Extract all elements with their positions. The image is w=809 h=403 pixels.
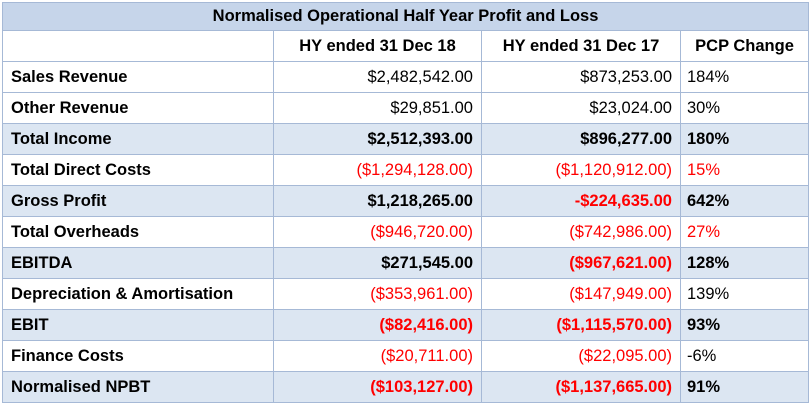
row-label: Total Direct Costs	[2, 154, 274, 186]
value-hy18: $2,512,393.00	[273, 123, 482, 155]
row-label: EBIT	[2, 309, 274, 341]
value-hy18: ($20,711.00)	[273, 340, 482, 372]
value-hy17: ($1,120,912.00)	[481, 154, 681, 186]
value-pcp: -6%	[679, 340, 809, 372]
value-hy18: ($946,720.00)	[273, 216, 482, 248]
value-hy17: $896,277.00	[481, 123, 681, 155]
column-header-hy18: HY ended 31 Dec 18	[273, 30, 482, 62]
value-hy18: $1,218,265.00	[273, 185, 482, 217]
column-header-label	[2, 30, 274, 62]
value-hy17: ($147,949.00)	[481, 278, 681, 310]
value-hy17: ($742,986.00)	[481, 216, 681, 248]
value-hy17: -$224,635.00	[481, 185, 681, 217]
value-hy17: ($22,095.00)	[481, 340, 681, 372]
row-label: Finance Costs	[2, 340, 274, 372]
table-row-finance-costs: Finance Costs ($20,711.00) ($22,095.00) …	[2, 340, 809, 372]
table-row-total-overheads: Total Overheads ($946,720.00) ($742,986.…	[2, 216, 809, 248]
table-row-total-income: Total Income $2,512,393.00 $896,277.00 1…	[2, 123, 809, 155]
value-hy17: $23,024.00	[481, 92, 681, 124]
value-pcp: 180%	[679, 123, 809, 155]
row-label: Normalised NPBT	[2, 371, 274, 403]
row-label: Other Revenue	[2, 92, 274, 124]
table-row-ebitda: EBITDA $271,545.00 ($967,621.00) 128%	[2, 247, 809, 279]
table-row-other-revenue: Other Revenue $29,851.00 $23,024.00 30%	[2, 92, 809, 124]
column-header-hy17: HY ended 31 Dec 17	[481, 30, 681, 62]
table-title-row: Normalised Operational Half Year Profit …	[1, 2, 809, 31]
table-row-depreciation-amortisation: Depreciation & Amortisation ($353,961.00…	[2, 278, 809, 310]
value-hy17: ($1,115,570.00)	[481, 309, 681, 341]
value-hy18: ($103,127.00)	[273, 371, 482, 403]
column-header-pcp: PCP Change	[679, 30, 809, 62]
value-hy17: ($967,621.00)	[481, 247, 681, 279]
row-label: Depreciation & Amortisation	[2, 278, 274, 310]
value-hy18: ($82,416.00)	[273, 309, 482, 341]
row-label: Gross Profit	[2, 185, 274, 217]
value-pcp: 93%	[679, 309, 809, 341]
value-pcp: 128%	[679, 247, 809, 279]
value-pcp: 91%	[679, 371, 809, 403]
value-hy17: $873,253.00	[481, 61, 681, 93]
value-hy18: ($353,961.00)	[273, 278, 482, 310]
row-label: Total Income	[2, 123, 274, 155]
value-pcp: 27%	[679, 216, 809, 248]
column-header-row: HY ended 31 Dec 18 HY ended 31 Dec 17 PC…	[2, 30, 809, 62]
row-label: Total Overheads	[2, 216, 274, 248]
value-hy18: $2,482,542.00	[273, 61, 482, 93]
value-hy18: $29,851.00	[273, 92, 482, 124]
row-label: EBITDA	[2, 247, 274, 279]
value-pcp: 184%	[679, 61, 809, 93]
row-label: Sales Revenue	[2, 61, 274, 93]
table-row-sales-revenue: Sales Revenue $2,482,542.00 $873,253.00 …	[2, 61, 809, 93]
value-hy18: ($1,294,128.00)	[273, 154, 482, 186]
table-row-normalised-npbt: Normalised NPBT ($103,127.00) ($1,137,66…	[2, 371, 809, 403]
table-row-gross-profit: Gross Profit $1,218,265.00 -$224,635.00 …	[2, 185, 809, 217]
value-pcp: 642%	[679, 185, 809, 217]
value-pcp: 139%	[679, 278, 809, 310]
table-row-ebit: EBIT ($82,416.00) ($1,115,570.00) 93%	[2, 309, 809, 341]
value-pcp: 30%	[679, 92, 809, 124]
table-title: Normalised Operational Half Year Profit …	[1, 2, 809, 31]
value-pcp: 15%	[679, 154, 809, 186]
table-row-total-direct-costs: Total Direct Costs ($1,294,128.00) ($1,1…	[2, 154, 809, 186]
value-hy17: ($1,137,665.00)	[481, 371, 681, 403]
value-hy18: $271,545.00	[273, 247, 482, 279]
